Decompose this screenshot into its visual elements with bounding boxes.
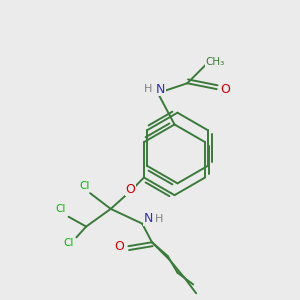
Text: H: H: [154, 214, 163, 224]
Text: Cl: Cl: [79, 181, 89, 191]
Text: O: O: [125, 183, 135, 196]
Text: N: N: [156, 82, 166, 96]
Text: Cl: Cl: [63, 238, 74, 248]
Text: O: O: [115, 240, 124, 253]
Text: CH₃: CH₃: [205, 57, 224, 67]
Text: O: O: [220, 82, 230, 96]
Text: N: N: [143, 212, 153, 225]
Text: H: H: [144, 84, 152, 94]
Text: Cl: Cl: [56, 204, 66, 214]
